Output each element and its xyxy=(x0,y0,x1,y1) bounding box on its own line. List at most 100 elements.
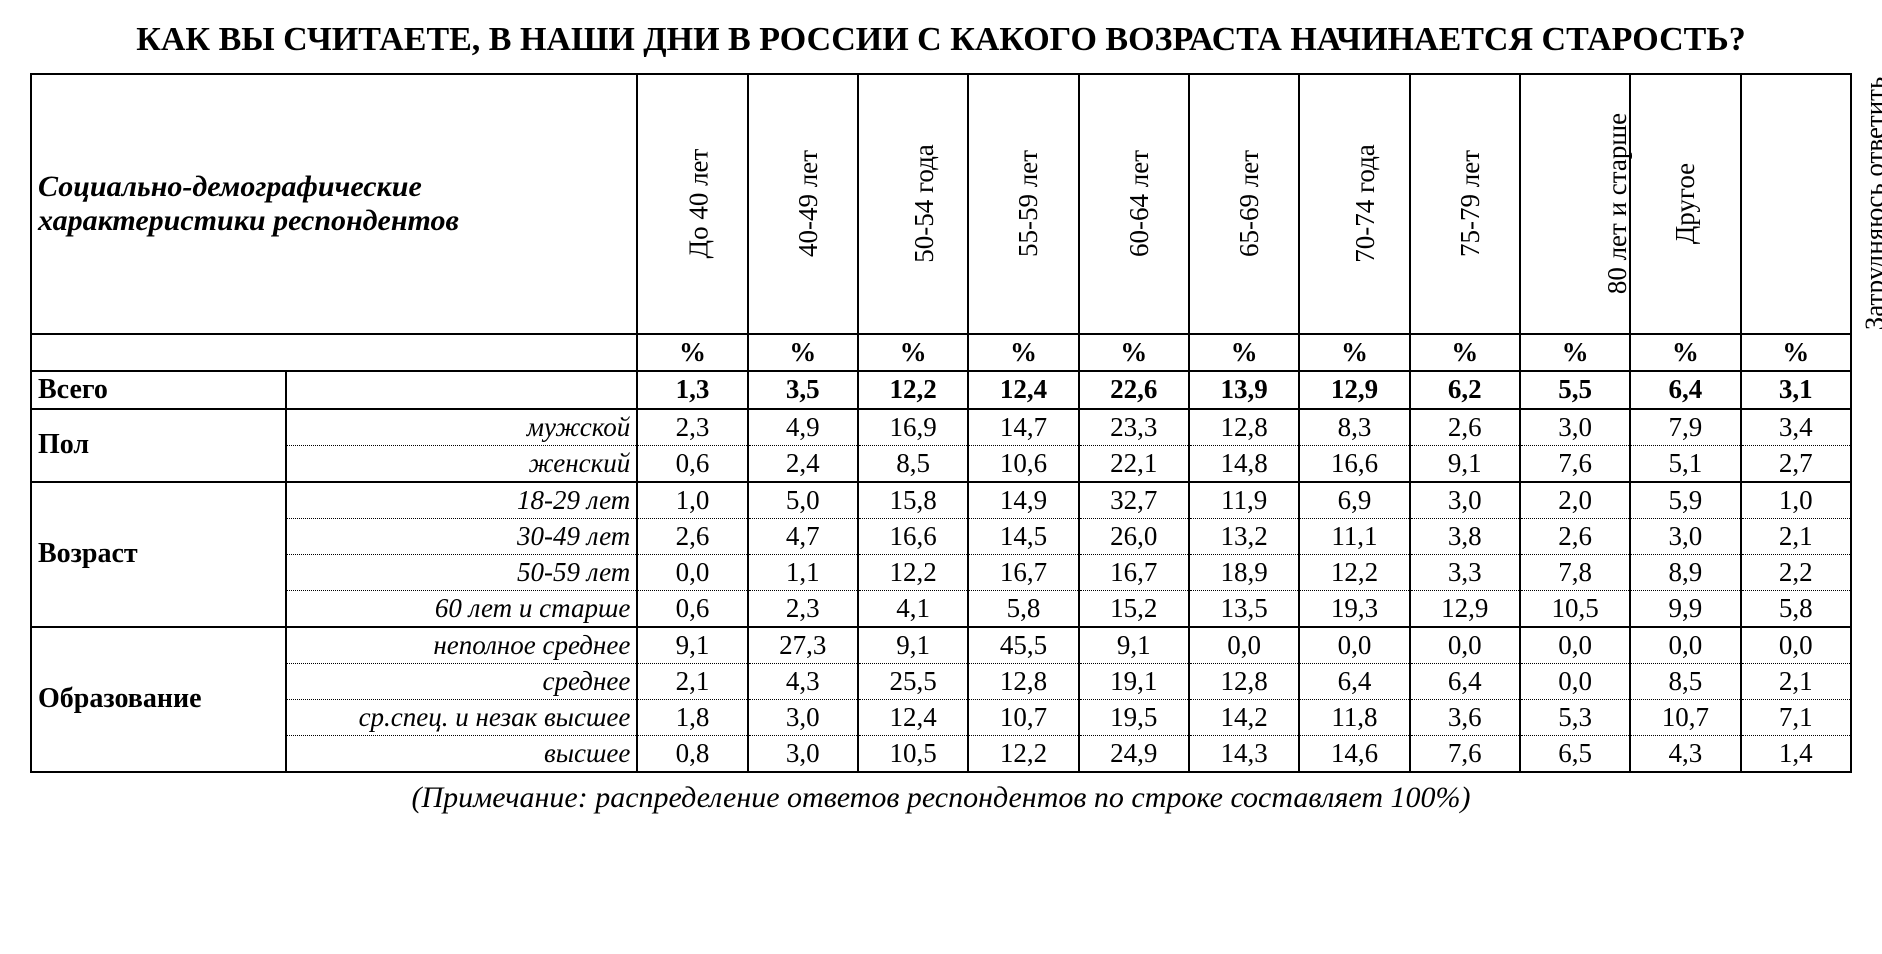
data-cell: 2,6 xyxy=(1410,409,1520,446)
row-label: 50-59 лет xyxy=(286,554,637,590)
data-cell: 2,6 xyxy=(1520,518,1630,554)
data-cell: 6,9 xyxy=(1299,482,1409,519)
data-cell: 10,5 xyxy=(1520,590,1630,627)
data-cell: 8,5 xyxy=(858,445,968,482)
data-cell: 9,1 xyxy=(858,627,968,664)
data-cell: 5,0 xyxy=(748,482,858,519)
data-cell: 2,7 xyxy=(1741,445,1851,482)
data-cell: 12,2 xyxy=(968,735,1078,772)
column-header-text: 40-49 лет xyxy=(793,150,824,257)
data-cell: 14,3 xyxy=(1189,735,1299,772)
data-cell: 6,2 xyxy=(1410,371,1520,409)
data-cell: 5,8 xyxy=(968,590,1078,627)
data-cell: 6,4 xyxy=(1299,663,1409,699)
data-cell: 16,6 xyxy=(858,518,968,554)
data-cell: 3,0 xyxy=(1520,409,1630,446)
data-cell: 10,5 xyxy=(858,735,968,772)
column-header-text: 70-74 года xyxy=(1350,145,1381,264)
row-header-label: Социально-демографические характеристики… xyxy=(31,74,637,334)
data-cell: 13,5 xyxy=(1189,590,1299,627)
data-cell: 12,8 xyxy=(1189,663,1299,699)
data-cell: 12,9 xyxy=(1410,590,1520,627)
column-header-text: Затрудняюсь ответить xyxy=(1859,77,1882,331)
percent-row: % % % % % % % % % % % xyxy=(31,334,1851,371)
data-cell: 0,0 xyxy=(1189,627,1299,664)
group-label: Возраст xyxy=(31,482,286,627)
percent-cell: % xyxy=(968,334,1078,371)
data-cell: 4,3 xyxy=(1630,735,1740,772)
data-cell: 2,1 xyxy=(1741,663,1851,699)
total-label: Всего xyxy=(31,371,286,409)
data-cell: 5,8 xyxy=(1741,590,1851,627)
data-cell: 3,8 xyxy=(1410,518,1520,554)
data-cell: 19,5 xyxy=(1079,699,1189,735)
row-label: ср.спец. и незак высшее xyxy=(286,699,637,735)
data-cell: 7,6 xyxy=(1520,445,1630,482)
data-cell: 22,1 xyxy=(1079,445,1189,482)
data-cell: 11,9 xyxy=(1189,482,1299,519)
column-header-text: До 40 лет xyxy=(684,149,715,259)
table-row: 50-59 лет0,01,112,216,716,718,912,23,37,… xyxy=(31,554,1851,590)
data-cell: 2,1 xyxy=(1741,518,1851,554)
percent-cell: % xyxy=(637,334,747,371)
percent-cell: % xyxy=(1079,334,1189,371)
table-row: ср.спец. и незак высшее1,83,012,410,719,… xyxy=(31,699,1851,735)
data-cell: 1,1 xyxy=(748,554,858,590)
data-cell: 8,9 xyxy=(1630,554,1740,590)
table-row: 60 лет и старше0,62,34,15,815,213,519,31… xyxy=(31,590,1851,627)
data-cell: 2,4 xyxy=(748,445,858,482)
data-cell: 0,8 xyxy=(637,735,747,772)
data-cell: 8,3 xyxy=(1299,409,1409,446)
column-header-text: Другое xyxy=(1670,163,1701,244)
column-header: 70-74 года xyxy=(1299,74,1409,334)
column-header: Затрудняюсь ответить xyxy=(1741,74,1851,334)
data-cell: 6,4 xyxy=(1410,663,1520,699)
data-cell: 2,0 xyxy=(1520,482,1630,519)
data-cell: 11,8 xyxy=(1299,699,1409,735)
data-cell: 32,7 xyxy=(1079,482,1189,519)
data-cell: 4,1 xyxy=(858,590,968,627)
data-cell: 15,8 xyxy=(858,482,968,519)
column-header-text: 50-54 года xyxy=(909,145,940,264)
survey-table: Социально-демографические характеристики… xyxy=(30,73,1852,773)
data-cell: 4,3 xyxy=(748,663,858,699)
column-header: 60-64 лет xyxy=(1079,74,1189,334)
data-cell: 5,9 xyxy=(1630,482,1740,519)
data-cell: 26,0 xyxy=(1079,518,1189,554)
footnote: (Примечание: распределение ответов респо… xyxy=(30,781,1852,815)
data-cell: 12,4 xyxy=(968,371,1078,409)
column-header: 40-49 лет xyxy=(748,74,858,334)
row-label: мужской xyxy=(286,409,637,446)
data-cell: 3,1 xyxy=(1741,371,1851,409)
data-cell: 13,9 xyxy=(1189,371,1299,409)
data-cell: 0,6 xyxy=(637,590,747,627)
column-header-text: 75-79 лет xyxy=(1455,150,1486,257)
data-cell: 3,5 xyxy=(748,371,858,409)
column-header: 75-79 лет xyxy=(1410,74,1520,334)
table-row: Полмужской2,34,916,914,723,312,88,32,63,… xyxy=(31,409,1851,446)
data-cell: 9,1 xyxy=(1410,445,1520,482)
percent-row-lead xyxy=(31,334,637,371)
data-cell: 23,3 xyxy=(1079,409,1189,446)
data-cell: 14,2 xyxy=(1189,699,1299,735)
percent-cell: % xyxy=(1410,334,1520,371)
data-cell: 27,3 xyxy=(748,627,858,664)
row-label: высшее xyxy=(286,735,637,772)
data-cell: 2,1 xyxy=(637,663,747,699)
percent-cell: % xyxy=(748,334,858,371)
column-header: 50-54 года xyxy=(858,74,968,334)
data-cell: 7,1 xyxy=(1741,699,1851,735)
column-header-text: 65-69 лет xyxy=(1234,150,1265,257)
survey-title: КАК ВЫ СЧИТАЕТЕ, В НАШИ ДНИ В РОССИИ С К… xyxy=(30,20,1852,61)
data-cell: 10,6 xyxy=(968,445,1078,482)
data-cell: 3,4 xyxy=(1741,409,1851,446)
data-cell: 22,6 xyxy=(1079,371,1189,409)
group-label: Пол xyxy=(31,409,286,482)
data-cell: 10,7 xyxy=(1630,699,1740,735)
data-cell: 3,0 xyxy=(748,699,858,735)
data-cell: 12,9 xyxy=(1299,371,1409,409)
data-cell: 45,5 xyxy=(968,627,1078,664)
data-cell: 0,0 xyxy=(1520,663,1630,699)
column-header: Другое xyxy=(1630,74,1740,334)
table-row: высшее0,83,010,512,224,914,314,67,66,54,… xyxy=(31,735,1851,772)
